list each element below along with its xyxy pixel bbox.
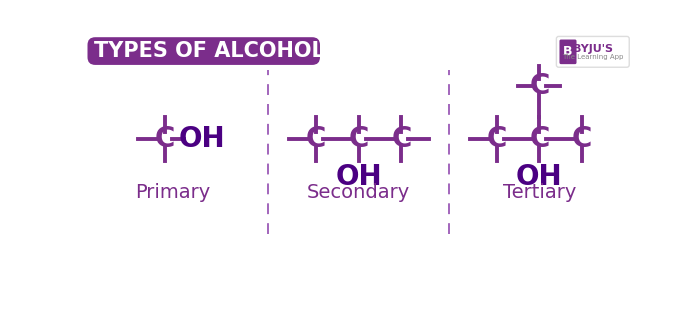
Text: BYJU'S: BYJU'S: [573, 44, 612, 54]
Text: C: C: [391, 125, 412, 153]
Text: C: C: [155, 125, 175, 153]
Text: OH: OH: [516, 162, 563, 191]
Text: C: C: [306, 125, 326, 153]
Text: The Learning App: The Learning App: [562, 54, 624, 60]
FancyBboxPatch shape: [88, 37, 320, 65]
Text: Tertiary: Tertiary: [503, 183, 576, 202]
Text: C: C: [572, 125, 592, 153]
Text: C: C: [529, 72, 550, 100]
Text: C: C: [529, 125, 550, 153]
Text: Primary: Primary: [135, 183, 211, 202]
Text: B: B: [564, 45, 573, 58]
FancyBboxPatch shape: [556, 37, 629, 67]
Text: TYPES OF ALCOHOLS: TYPES OF ALCOHOLS: [94, 41, 340, 61]
Text: C: C: [349, 125, 369, 153]
Text: Secondary: Secondary: [307, 183, 410, 202]
Text: OH: OH: [335, 162, 382, 191]
FancyBboxPatch shape: [559, 39, 577, 64]
Text: C: C: [486, 125, 507, 153]
Text: OH: OH: [179, 125, 225, 153]
